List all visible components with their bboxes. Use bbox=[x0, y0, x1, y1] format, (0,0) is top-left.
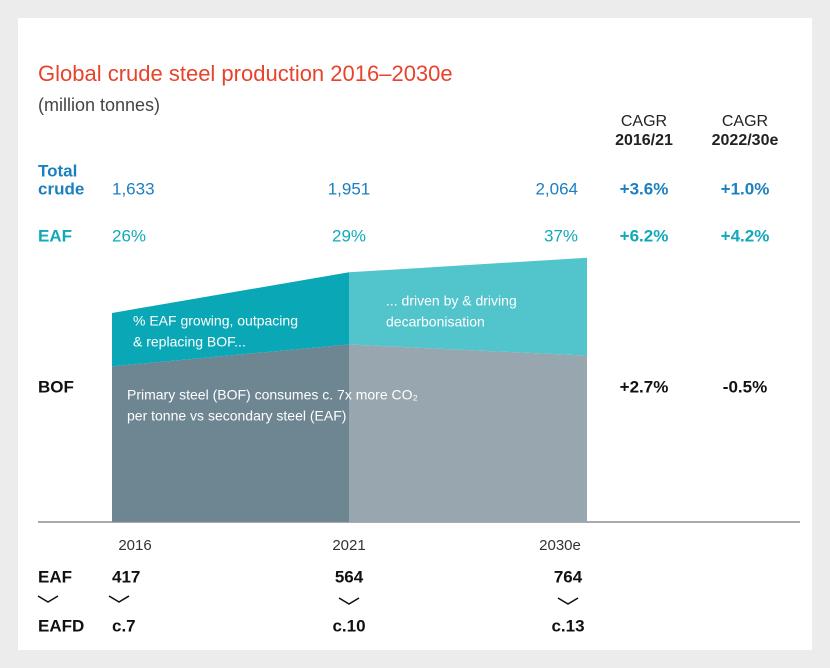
subtitle: (million tonnes) bbox=[38, 95, 160, 115]
chevron bbox=[37, 595, 59, 603]
bof-area bbox=[112, 344, 349, 522]
annotation: % EAF growing, outpacing bbox=[133, 313, 298, 329]
chevron bbox=[108, 595, 130, 603]
eaf-value: 764 bbox=[554, 567, 583, 586]
x-tick-label: 2021 bbox=[332, 537, 365, 554]
eaf-share: 29% bbox=[332, 226, 366, 245]
x-tick-label: 2016 bbox=[118, 537, 151, 554]
row-label: BOF bbox=[38, 377, 74, 396]
row-label: Total bbox=[38, 161, 77, 180]
cagr-header: CAGR bbox=[621, 113, 667, 130]
row-label: crude bbox=[38, 179, 84, 198]
cagr-header: 2016/21 bbox=[615, 132, 673, 149]
row-label: EAFD bbox=[38, 616, 84, 635]
chevron bbox=[338, 597, 360, 605]
cagr-value: -0.5% bbox=[723, 377, 767, 396]
cagr-header: 2022/30e bbox=[712, 132, 779, 149]
total-value: 1,633 bbox=[112, 179, 155, 198]
cagr-value: +6.2% bbox=[620, 226, 669, 245]
annotation: & replacing BOF... bbox=[133, 334, 246, 350]
bof-area bbox=[349, 344, 587, 522]
total-value: 1,951 bbox=[328, 179, 371, 198]
eaf-value: 564 bbox=[335, 567, 364, 586]
eaf-share: 37% bbox=[544, 226, 578, 245]
x-tick-label: 2030e bbox=[539, 537, 581, 554]
annotation: ... driven by & driving bbox=[386, 293, 517, 309]
eaf-value: 417 bbox=[112, 567, 140, 586]
row-label: EAF bbox=[38, 567, 72, 586]
eafd-value: c.13 bbox=[551, 616, 584, 635]
cagr-value: +3.6% bbox=[620, 179, 669, 198]
eafd-value: c.7 bbox=[112, 616, 136, 635]
annotation: per tonne vs secondary steel (EAF) bbox=[127, 408, 346, 424]
eaf-area bbox=[349, 257, 587, 356]
cagr-value: +1.0% bbox=[721, 179, 770, 198]
cagr-value: +4.2% bbox=[721, 226, 770, 245]
annotation: Primary steel (BOF) consumes c. 7x more … bbox=[127, 387, 418, 403]
annotation: decarbonisation bbox=[386, 314, 485, 330]
eafd-value: c.10 bbox=[332, 616, 365, 635]
eaf-share: 26% bbox=[112, 226, 146, 245]
chart-title: Global crude steel production 2016–2030e bbox=[38, 61, 453, 86]
total-value: 2,064 bbox=[535, 179, 578, 198]
cagr-header: CAGR bbox=[722, 113, 768, 130]
cagr-value: +2.7% bbox=[620, 377, 669, 396]
chevron bbox=[557, 597, 579, 605]
eaf-area bbox=[112, 272, 349, 367]
row-label: EAF bbox=[38, 226, 72, 245]
